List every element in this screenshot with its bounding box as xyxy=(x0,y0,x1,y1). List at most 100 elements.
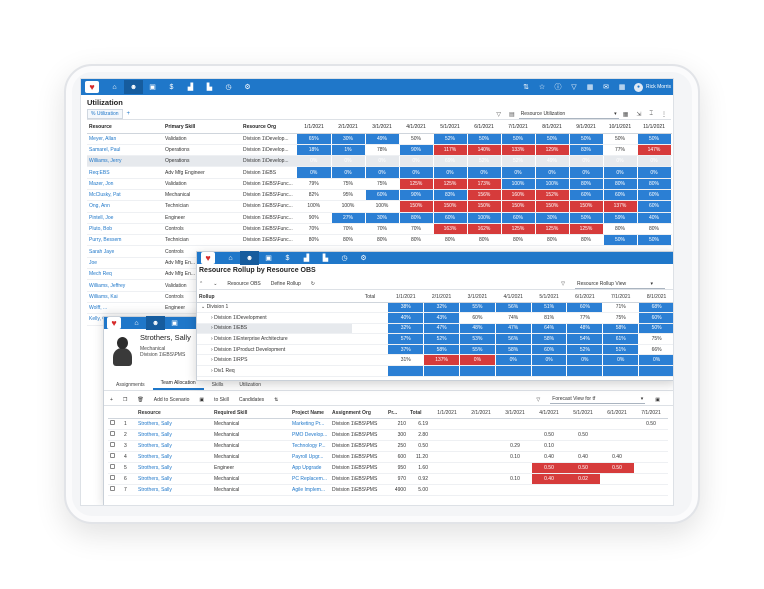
column-header[interactable]: 1/1/2021 xyxy=(297,122,331,134)
grid-icon[interactable]: ▦ xyxy=(618,84,626,91)
column-header[interactable]: 8/1/2021 xyxy=(535,122,569,134)
column-header[interactable]: 5/1/2021 xyxy=(531,292,567,303)
tab-team-allocation[interactable]: Team Allocation xyxy=(152,380,204,390)
user-menu[interactable]: ● Rick Morris xyxy=(634,82,671,92)
resource-link[interactable]: Strothers, Sally xyxy=(136,484,212,496)
project-link[interactable]: Technology P... xyxy=(290,440,330,452)
column-header[interactable]: 3/1/2021 xyxy=(365,122,399,134)
table-row[interactable]: Williams, Jerry Operations Division 1\Deve… xyxy=(87,155,672,168)
column-header[interactable]: 4/1/2021 xyxy=(532,408,566,419)
project-link[interactable]: App Upgrade xyxy=(290,462,330,474)
table-row[interactable]: › Div1 Req xyxy=(197,365,673,377)
project-link[interactable]: Agile Implem... xyxy=(290,484,330,496)
clock-icon[interactable]: ◷ xyxy=(341,255,348,262)
column-header[interactable]: Assignment Org xyxy=(330,408,386,419)
filter-icon[interactable]: ▽ xyxy=(571,84,577,91)
dollar-icon[interactable]: $ xyxy=(169,83,174,91)
resource-link[interactable]: Strothers, Sally xyxy=(136,451,212,463)
rollup-label-cell[interactable]: › Division 1\EBS xyxy=(197,323,353,335)
table-row[interactable]: 4 Strothers, Sally Mechanical Payroll Upgr.… xyxy=(108,451,668,463)
resource-link[interactable]: Strothers, Sally xyxy=(136,429,212,441)
home-icon[interactable]: ⌂ xyxy=(134,319,139,327)
table-row[interactable]: 2 Strothers, Sally Mechanical PMO Develop..… xyxy=(108,429,668,441)
column-header[interactable]: Resource xyxy=(87,122,163,134)
collapse-icon[interactable]: ⌃ xyxy=(199,281,204,287)
bar-chart-icon[interactable]: ▙ xyxy=(206,84,213,91)
table-row[interactable]: Mazer, Jon Validation Division 1\EBS\Func.… xyxy=(87,178,672,190)
copy-icon[interactable]: ❐ xyxy=(122,396,128,403)
column-header[interactable]: Rollup xyxy=(197,292,353,303)
table-row[interactable]: › Division 1\Enterprise Architecture 57% 5… xyxy=(197,333,673,345)
column-header[interactable]: 10/1/2021 xyxy=(603,122,637,134)
resource-link[interactable]: Sarah Jaye xyxy=(87,245,163,258)
column-header[interactable]: Project Name xyxy=(290,408,330,419)
row-checkbox[interactable] xyxy=(110,464,115,469)
table-row[interactable]: Pluto, Bob Controls Division 1\EBS\Func...… xyxy=(87,223,672,236)
filter-icon[interactable]: ▽ xyxy=(561,281,565,287)
settings-icon[interactable]: ⚙ xyxy=(244,84,251,91)
table-row[interactable]: › Division 1\RPS 31% 137% 0% 0% 0% 0% 0% 0% xyxy=(197,354,673,367)
rollup-label-cell[interactable]: › Division 1\RPS xyxy=(197,354,353,367)
row-checkbox-cell[interactable] xyxy=(108,451,122,463)
project-link[interactable]: PC Replacem... xyxy=(290,473,330,485)
resource-link[interactable]: Pluto, Bob xyxy=(87,223,163,236)
table-row[interactable]: McClusky, Pat Mechanical Division 1\EBS\Fu… xyxy=(87,189,672,202)
column-header[interactable]: 6/1/2021 xyxy=(600,408,634,419)
filter-icon[interactable]: ▽ xyxy=(496,111,502,118)
row-checkbox-cell[interactable] xyxy=(108,484,122,496)
resource-link[interactable]: Meyer, Allan xyxy=(87,133,163,145)
ruler-icon[interactable]: ⌶ xyxy=(649,110,653,117)
column-header[interactable]: Primary Skill xyxy=(163,122,241,134)
rollup-label-cell[interactable]: ⌄ Division 1 xyxy=(197,302,353,314)
project-link[interactable]: Payroll Upgr... xyxy=(290,451,330,463)
resource-link[interactable]: Req:EBS xyxy=(87,166,163,179)
column-header[interactable]: 4/1/2021 xyxy=(495,292,532,303)
resource-link[interactable]: Mech Req xyxy=(87,268,163,281)
define-rollup-button[interactable]: Define Rollup xyxy=(270,281,301,287)
row-checkbox[interactable] xyxy=(110,453,115,458)
row-checkbox[interactable] xyxy=(110,431,115,436)
resources-icon[interactable]: ☻ xyxy=(124,80,143,94)
forecast-view-select[interactable]: Forecast View for tf ▾ xyxy=(550,395,646,404)
column-header[interactable]: Resource xyxy=(136,408,212,419)
column-header[interactable]: 6/1/2021 xyxy=(467,122,501,134)
table-row[interactable]: 1 Strothers, Sally Mechanical Marketing Pr.… xyxy=(108,418,668,430)
resource-link[interactable]: Strothers, Sally xyxy=(136,462,212,474)
table-row[interactable]: 5 Strothers, Sally Engineer App Upgrade Divi… xyxy=(108,462,668,474)
column-header[interactable]: 7/1/2021 xyxy=(634,408,668,419)
add-icon[interactable]: + xyxy=(110,396,113,403)
row-checkbox-cell[interactable] xyxy=(108,418,122,430)
rollup-label-cell[interactable]: › Division 1\Product Development xyxy=(197,344,353,356)
table-row[interactable]: Samarel, Paul Operations Division 1\Develo… xyxy=(87,144,672,157)
column-header[interactable]: 5/1/2021 xyxy=(566,408,600,419)
analytics-icon[interactable]: ▟ xyxy=(303,255,310,262)
column-header[interactable]: 4/1/2021 xyxy=(399,122,433,134)
resource-link[interactable]: Pintell, Joe xyxy=(87,212,163,224)
column-header[interactable]: Total xyxy=(352,292,388,303)
column-header[interactable]: 6/1/2021 xyxy=(566,292,603,303)
column-header[interactable]: 3/1/2021 xyxy=(498,408,532,419)
add-tab-button[interactable]: + xyxy=(126,111,131,117)
analytics-icon[interactable]: ▟ xyxy=(187,84,194,91)
column-header[interactable]: Pr... xyxy=(386,408,408,419)
resource-link[interactable]: Strothers, Sally xyxy=(136,440,212,452)
home-icon[interactable]: ⌂ xyxy=(228,254,233,262)
resource-obs-button[interactable]: Resource OBS xyxy=(227,281,261,287)
table-row[interactable]: 6 Strothers, Sally Mechanical PC Replacem..… xyxy=(108,473,668,485)
clock-icon[interactable]: ◷ xyxy=(225,84,232,91)
tab-skills[interactable]: Skills xyxy=(211,382,224,388)
table-row[interactable]: ⌄ Division 1 38% 32% 55% 56% 51% 60% 71% 68% xyxy=(197,302,673,314)
rollup-label-cell[interactable]: › Division 1\Development xyxy=(197,312,353,324)
column-header[interactable]: Required Skill xyxy=(212,408,290,419)
column-header[interactable]: 3/1/2021 xyxy=(459,292,496,303)
briefcase-icon[interactable]: ▣ xyxy=(265,255,272,262)
table-row[interactable]: › Division 1\Product Development 37% 58% 55… xyxy=(197,344,673,356)
table-row[interactable]: Meyer, Allan Validation Division 1\Develop… xyxy=(87,133,672,145)
column-header[interactable] xyxy=(108,408,122,419)
rollup-view-select[interactable]: Resource Rollup View ▾ xyxy=(575,280,665,289)
resource-link[interactable]: Ong, Ann xyxy=(87,200,163,213)
resource-link[interactable]: Williams, Jerry xyxy=(87,155,163,168)
briefcase-icon[interactable]: ▣ xyxy=(149,84,156,91)
column-header[interactable]: 2/1/2021 xyxy=(464,408,498,419)
save-icon[interactable]: ▣ xyxy=(199,396,205,403)
